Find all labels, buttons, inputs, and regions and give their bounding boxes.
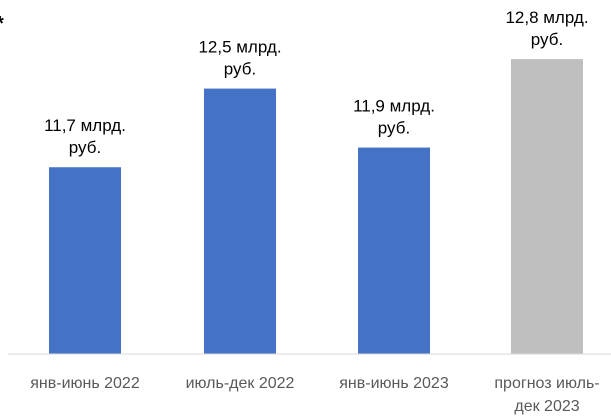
bar-4 [511, 59, 583, 354]
data-label-1-line-1: 11,7 млрд. [44, 116, 126, 135]
data-labels-group: 11,7 млрд. руб. 12,5 млрд. руб. 11,9 млрд. ру… [44, 8, 589, 157]
data-label-2-line-1: 12,5 млрд. [198, 38, 281, 57]
category-label-3: янв-июнь 2023 [339, 375, 449, 392]
data-label-3-line-1: 11,9 млрд. [353, 97, 435, 116]
data-label-2-line-2: руб. [224, 60, 256, 79]
footnote-marker: * [0, 13, 4, 35]
data-label-4-line-2: руб. [531, 30, 563, 49]
bar-2 [204, 88, 276, 354]
data-label-3-line-2: руб. [378, 119, 410, 138]
data-label-1-line-2: руб. [69, 138, 101, 157]
category-label-4-line-1: прогноз июль- [494, 375, 599, 392]
category-labels-group: янв-июнь 2022 июль-дек 2022 янв-июнь 2023 п… [30, 375, 599, 415]
category-label-2: июль-дек 2022 [186, 375, 295, 392]
bar-3 [358, 147, 430, 354]
bars-group [49, 59, 583, 354]
data-label-4-line-1: 12,8 млрд. [505, 8, 588, 27]
category-label-1: янв-июнь 2022 [30, 375, 140, 392]
category-label-4-line-2: дек 2023 [514, 398, 579, 415]
bar-1 [49, 167, 121, 354]
